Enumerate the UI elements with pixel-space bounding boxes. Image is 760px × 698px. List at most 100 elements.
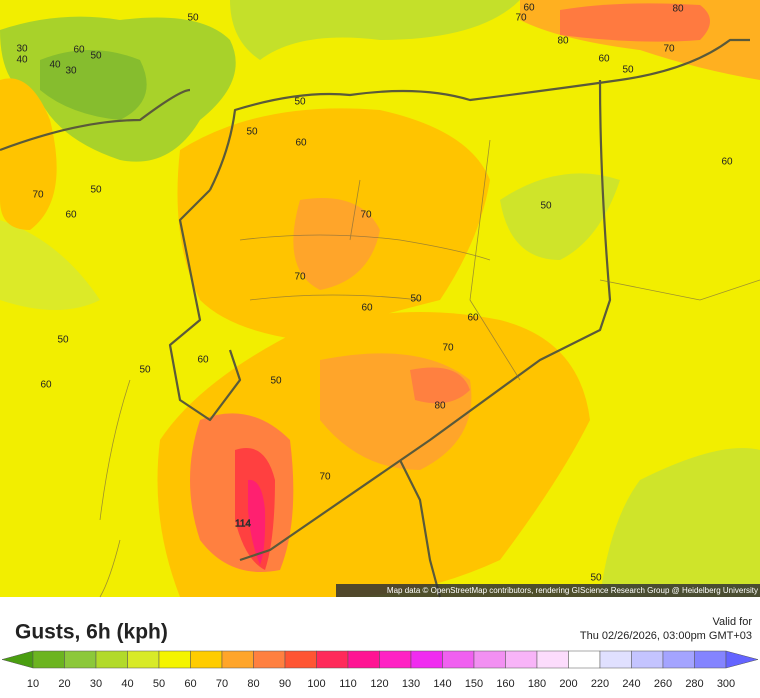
- legend-label: 220: [591, 678, 609, 690]
- valid-for: Valid for: [712, 616, 752, 628]
- contour-label: 80: [557, 36, 569, 47]
- contour-label: 60: [40, 380, 52, 391]
- legend-swatch: [190, 650, 223, 669]
- contour-label: 30: [16, 44, 28, 55]
- contour-label: 70: [442, 343, 454, 354]
- district-line: [99, 379, 131, 598]
- legend-swatch: [442, 650, 475, 669]
- legend-swatch: [1, 650, 34, 669]
- legend-label: 70: [216, 678, 228, 690]
- contour-label: 50: [622, 65, 634, 76]
- valid-time: Thu 02/26/2026, 03:00pm GMT+03: [580, 630, 752, 642]
- contour-label: 80: [434, 401, 446, 412]
- contour-label: 50: [246, 127, 258, 138]
- legend-label: 50: [153, 678, 165, 690]
- contour-label: 70: [663, 44, 675, 55]
- contour-label: 50: [90, 185, 102, 196]
- legend-label: 10: [27, 678, 39, 690]
- contour-label: 50: [410, 294, 422, 305]
- pink-area: [248, 479, 266, 565]
- contour-label: 70: [360, 210, 372, 221]
- attribution-bg: [336, 584, 760, 597]
- contour-label: 50: [187, 13, 199, 24]
- contour-label: 70: [294, 272, 306, 283]
- legend-swatch: [694, 650, 727, 669]
- contour-label: 70: [319, 472, 331, 483]
- orange-area: [293, 198, 380, 290]
- attribution: Map data © OpenStreetMap contributors, r…: [387, 586, 758, 595]
- legend-label: 130: [402, 678, 420, 690]
- green-area: [600, 448, 760, 597]
- legend-label: 60: [184, 678, 196, 690]
- legend-swatch: [158, 650, 191, 669]
- legend-label: 260: [654, 678, 672, 690]
- legend-swatch: [379, 650, 412, 669]
- footer: Gusts, 6h (kph) Valid for Thu 02/26/2026…: [1, 616, 759, 690]
- orange-area: [0, 78, 57, 230]
- legend-swatch: [505, 650, 538, 669]
- contour-label: 40: [49, 60, 61, 71]
- border: [209, 38, 750, 191]
- legend-swatch: [347, 650, 380, 669]
- legend-swatch: [284, 650, 317, 669]
- legend-label: 30: [90, 678, 102, 690]
- border: [0, 88, 191, 152]
- contour-label: 60: [721, 157, 733, 168]
- legend-label: 280: [685, 678, 703, 690]
- orange-area: [560, 3, 710, 42]
- legend-label: 300: [717, 678, 735, 690]
- green-area: [40, 50, 147, 120]
- title: Gusts, 6h (kph): [15, 621, 168, 644]
- contour-label: 80: [672, 4, 684, 15]
- contour-label: 60: [197, 355, 209, 366]
- legend-swatch: [662, 650, 695, 669]
- legend-swatch: [64, 650, 97, 669]
- legend-label: 20: [58, 678, 70, 690]
- legend-label: 100: [307, 678, 325, 690]
- contour-label: 40: [16, 55, 28, 66]
- legend-label: 200: [559, 678, 577, 690]
- orange-area: [410, 367, 470, 404]
- legend-label: 180: [528, 678, 546, 690]
- district-line: [239, 139, 760, 381]
- legend-label: 40: [121, 678, 133, 690]
- legend-label: 110: [339, 678, 357, 690]
- legend-swatch: [316, 650, 349, 669]
- contour-label: 60: [295, 138, 307, 149]
- legend-swatch: [568, 650, 601, 669]
- legend-label: 140: [433, 678, 451, 690]
- legend-label: 150: [465, 678, 483, 690]
- contour-label: 50: [139, 365, 151, 376]
- contour-label: 60: [523, 3, 535, 14]
- contour-label: 30: [65, 66, 77, 77]
- green-area: [230, 0, 520, 60]
- contour-label: 50: [540, 201, 552, 212]
- legend-swatch: [599, 650, 632, 669]
- border: [239, 79, 612, 562]
- legend: 10 20 30 40 50 60 70 80 90 100 110 120 130 140 150 160 1…: [1, 650, 759, 690]
- contour-label: 50: [270, 376, 282, 387]
- legend-label: 240: [622, 678, 640, 690]
- contour-label: 60: [598, 54, 610, 65]
- contour-label: 50: [590, 573, 602, 584]
- legend-swatch: [631, 650, 664, 669]
- contour-label: 60: [65, 210, 77, 221]
- legend-label: 120: [370, 678, 388, 690]
- contour-label: 60: [361, 303, 373, 314]
- contour-label: 50: [57, 335, 69, 346]
- contour-label: 50: [90, 51, 102, 62]
- green-area: [500, 173, 620, 260]
- green-area: [0, 220, 100, 310]
- legend-label: 90: [279, 678, 291, 690]
- contour-label: 114: [235, 519, 251, 530]
- contour-label: 60: [467, 313, 479, 324]
- contour-label: 50: [294, 97, 306, 108]
- legend-swatch: [473, 650, 506, 669]
- border: [168, 189, 242, 422]
- legend-label: 160: [496, 678, 514, 690]
- legend-swatch: [95, 650, 128, 669]
- map: 6070808070605050304060504030505060605070…: [0, 0, 760, 598]
- legend-swatch: [536, 650, 569, 669]
- legend-swatch: [127, 650, 160, 669]
